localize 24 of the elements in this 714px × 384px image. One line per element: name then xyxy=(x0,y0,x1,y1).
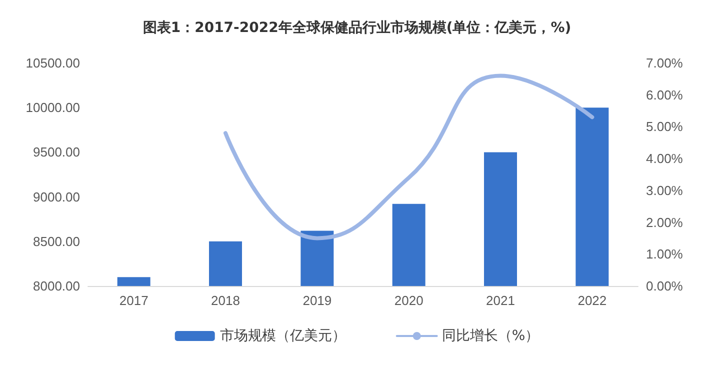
y-tick-label: 8500.00 xyxy=(33,234,80,249)
x-tick-label: 2021 xyxy=(486,293,515,308)
y-tick-label: 10500.00 xyxy=(26,56,80,70)
chart-title: 图表1：2017-2022年全球保健品行业市场规模(单位：亿美元，%) xyxy=(142,19,572,36)
x-tick-label: 2017 xyxy=(119,293,148,308)
y2-tick-label: 2.00% xyxy=(646,214,684,230)
x-tick-label: 2022 xyxy=(578,293,607,308)
legend-label: 市场规模（亿美元） xyxy=(220,328,346,344)
y-tick-label: 8000.00 xyxy=(33,278,80,294)
y-tick-label: 9500.00 xyxy=(33,144,80,160)
line-series xyxy=(224,74,594,240)
y2-tick-label: 3.00% xyxy=(646,182,684,198)
y2-tick-label: 0.00% xyxy=(646,278,684,294)
x-tick-label: 2018 xyxy=(211,293,240,308)
legend-label: 同比增长（%） xyxy=(442,328,540,344)
y2-tick-label: 4.00% xyxy=(646,151,684,166)
y2-tick-label: 1.00% xyxy=(646,246,684,262)
y2-tick-label: 6.00% xyxy=(646,87,684,102)
y-tick-label: 9000.00 xyxy=(33,189,80,204)
x-tick-label: 2019 xyxy=(302,293,332,308)
x-tick-label: 2020 xyxy=(394,293,424,308)
y2-tick-label: 5.00% xyxy=(646,119,684,134)
y-tick-label: 10000.00 xyxy=(26,100,80,116)
y2-tick-label: 7.00% xyxy=(646,56,684,70)
